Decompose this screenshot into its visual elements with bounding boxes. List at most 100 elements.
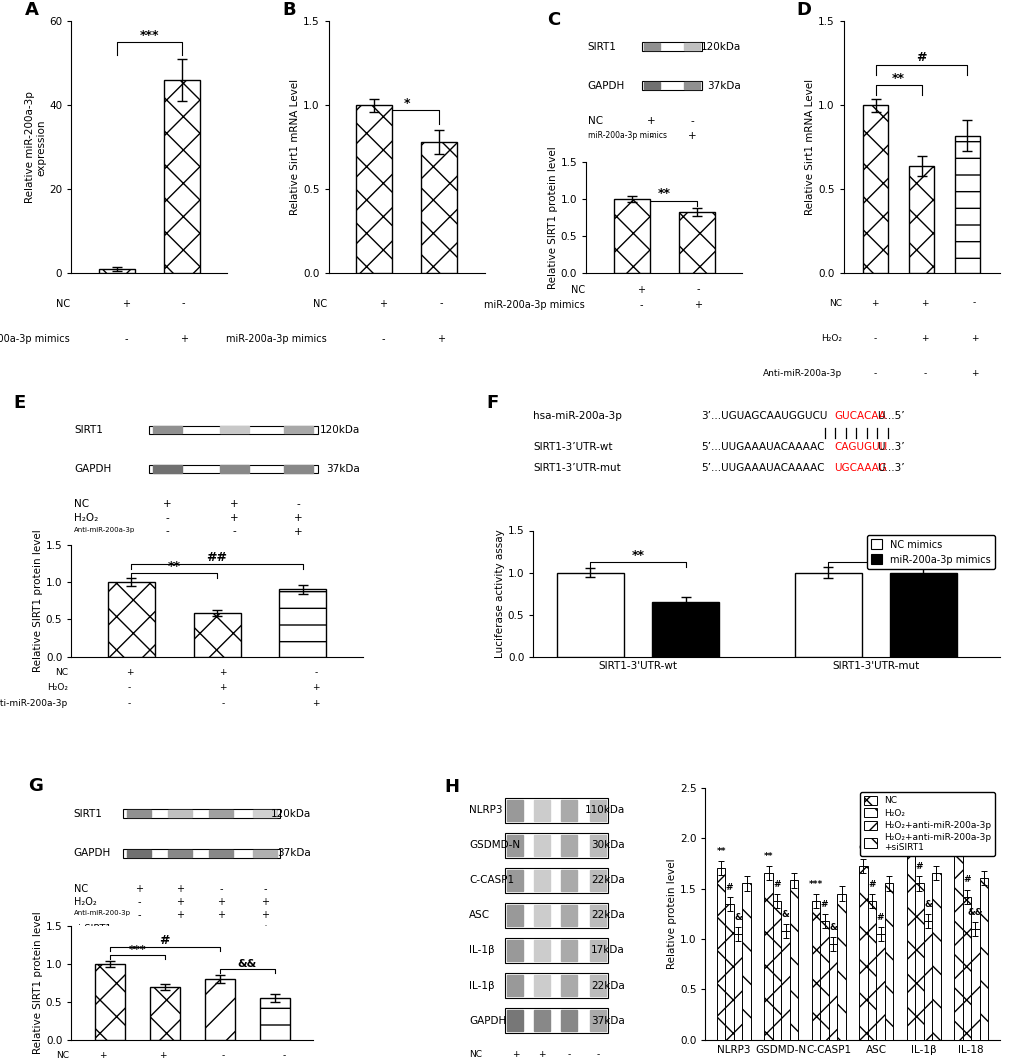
Bar [506, 800, 523, 821]
Text: +: + [219, 667, 226, 677]
Text: -: - [138, 898, 141, 907]
Text: **: ** [631, 550, 644, 562]
Text: CAGUGUU: CAGUGUU [834, 442, 887, 452]
Text: GAPDH: GAPDH [73, 849, 111, 858]
Text: -: - [178, 923, 181, 934]
Bar [560, 1010, 577, 1031]
Bar [883, 884, 893, 1040]
Bar [734, 934, 742, 1040]
Text: #: # [867, 880, 875, 888]
Text: +: + [159, 1051, 167, 1060]
Bar [725, 904, 734, 1040]
Text: NC: NC [587, 116, 602, 126]
Bar [589, 905, 605, 926]
Bar [589, 835, 605, 856]
Bar [504, 973, 607, 998]
Text: NC: NC [828, 298, 842, 308]
Text: +: + [261, 923, 269, 934]
Text: *: * [404, 97, 410, 109]
Text: SIRT1: SIRT1 [587, 41, 616, 52]
Text: **: ** [715, 848, 726, 856]
Bar [589, 800, 605, 821]
Bar [504, 903, 607, 928]
Bar [149, 465, 317, 473]
Text: -: - [222, 1051, 225, 1060]
Text: +: + [217, 898, 225, 907]
Bar [560, 975, 577, 996]
Bar [560, 940, 577, 961]
Text: Anti-miR-200a-3p: Anti-miR-200a-3p [74, 526, 136, 533]
Bar [560, 800, 577, 821]
Text: ***: *** [808, 880, 822, 888]
Bar [506, 835, 523, 856]
Bar [953, 847, 962, 1040]
Text: 110kDa: 110kDa [584, 805, 624, 816]
Bar [954, 136, 979, 274]
Text: hsa-miR-200a-3p: hsa-miR-200a-3p [533, 412, 622, 421]
Text: -: - [282, 1051, 285, 1060]
Bar [867, 901, 875, 1040]
Text: -: - [872, 369, 875, 378]
Text: SIRT1: SIRT1 [74, 424, 103, 435]
Bar [506, 1010, 523, 1031]
Text: +: + [219, 683, 226, 693]
Bar [716, 868, 725, 1040]
Text: ***: *** [128, 945, 146, 955]
Bar [794, 573, 861, 657]
Text: -: - [124, 334, 127, 344]
Text: NC: NC [570, 284, 584, 295]
Text: +: + [230, 512, 238, 523]
Text: -: - [138, 910, 141, 921]
Text: +: + [636, 284, 644, 295]
Text: IL-1β: IL-1β [469, 945, 494, 956]
Bar [819, 921, 828, 1040]
Bar [560, 870, 577, 891]
Bar [153, 427, 182, 434]
Bar [506, 870, 523, 891]
Y-axis label: Relative miR-200a-3p
expression: Relative miR-200a-3p expression [24, 91, 47, 204]
Text: +: + [179, 334, 187, 344]
Text: NC: NC [73, 884, 88, 894]
Text: si-SIRT1: si-SIRT1 [73, 923, 112, 934]
Y-axis label: Relative protein level: Relative protein level [666, 858, 677, 969]
Text: #: # [915, 863, 922, 871]
Bar [220, 466, 249, 472]
Text: D: D [796, 1, 811, 19]
Text: -: - [381, 334, 385, 344]
Text: -: - [221, 699, 224, 708]
Text: +: + [135, 884, 143, 894]
Text: A: A [24, 1, 39, 19]
Bar [890, 573, 956, 657]
Bar [560, 905, 577, 926]
Bar [978, 879, 987, 1040]
Bar [168, 850, 192, 857]
Text: -: - [922, 369, 925, 378]
Text: -: - [219, 884, 223, 894]
Text: 37kDa: 37kDa [326, 464, 360, 474]
Bar [534, 905, 549, 926]
Bar [862, 105, 888, 274]
Bar [504, 868, 607, 893]
Text: &&: && [967, 908, 982, 917]
Text: +: + [176, 898, 184, 907]
Text: -: - [567, 1050, 571, 1059]
Bar [962, 897, 970, 1040]
Bar [259, 998, 289, 1040]
Text: +: + [920, 298, 927, 308]
Text: **: ** [905, 812, 915, 821]
Bar [194, 613, 240, 657]
Bar [284, 427, 313, 434]
Text: &: & [734, 912, 741, 922]
Text: NC: NC [313, 298, 327, 309]
Text: &: & [828, 923, 837, 932]
Bar [560, 835, 577, 856]
Bar [772, 901, 781, 1040]
Text: +: + [125, 667, 133, 677]
Text: U...3’: U...3’ [876, 464, 904, 473]
Bar [253, 850, 276, 857]
Text: 120kDa: 120kDa [270, 808, 311, 819]
Text: -: - [297, 499, 301, 509]
Text: +: + [647, 116, 655, 126]
Bar [763, 873, 772, 1040]
Text: **: ** [657, 188, 671, 201]
